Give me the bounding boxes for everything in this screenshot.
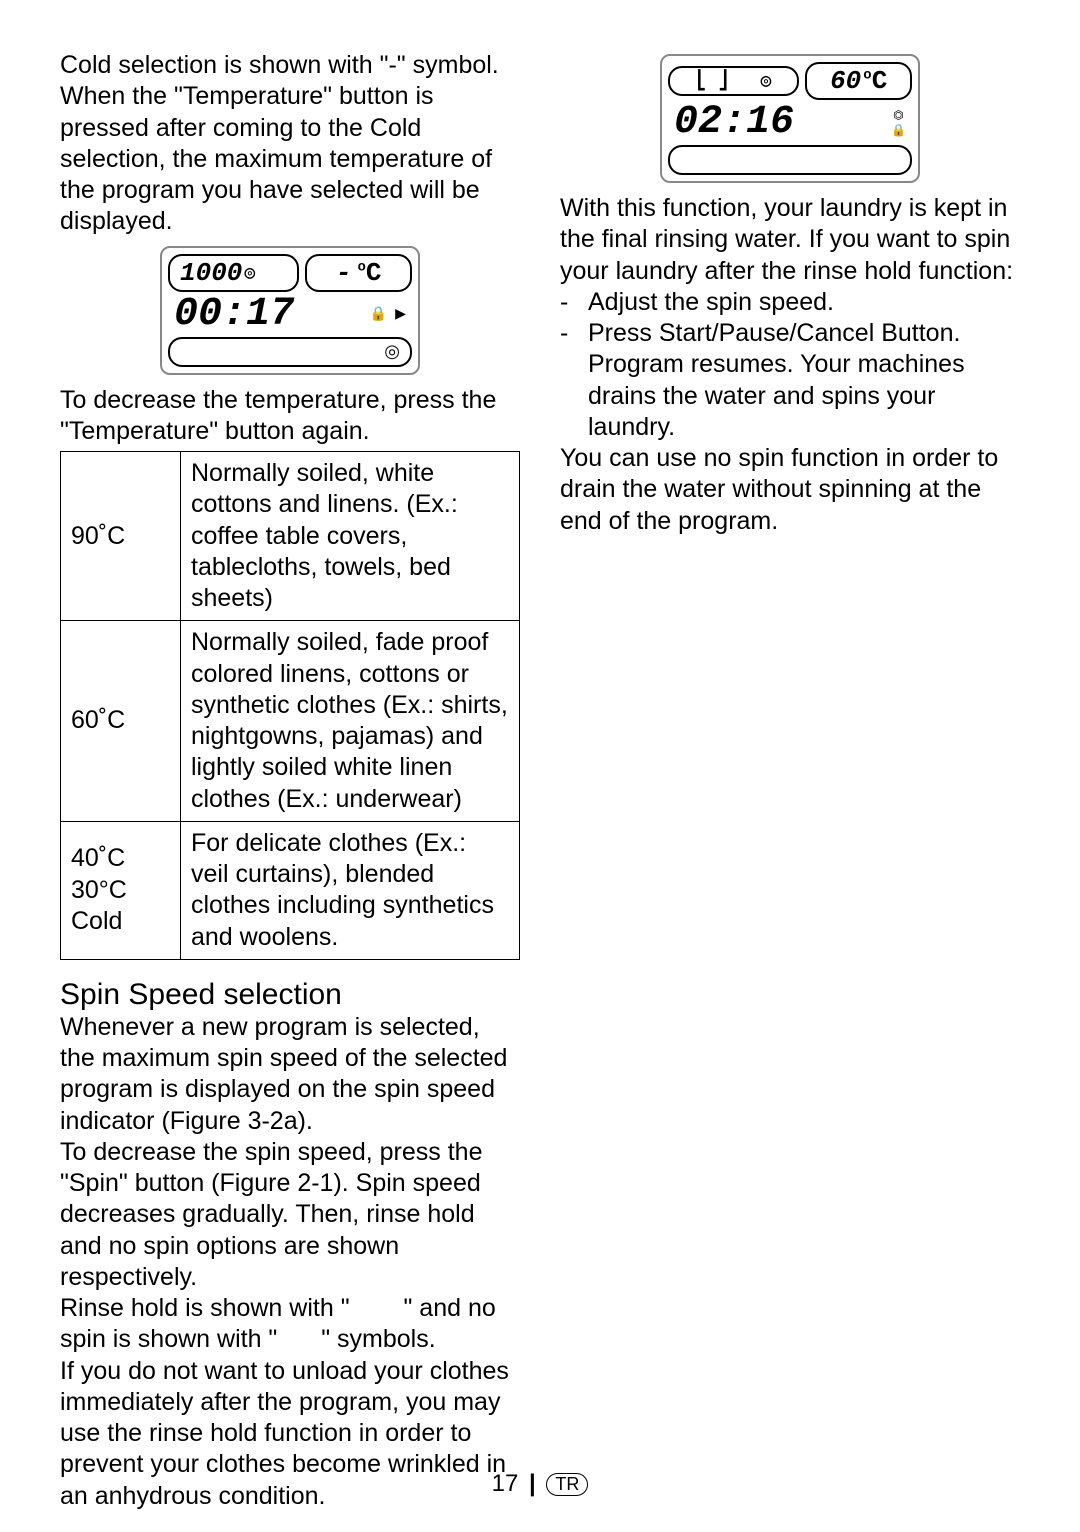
left-column: Cold selection is shown with "-" symbol.… xyxy=(60,50,520,1512)
rinse-function-paragraph: With this function, your laundry is kept… xyxy=(560,193,1020,287)
temp-value: 60 xyxy=(830,66,861,96)
rinse-spin-pill: ⎣ ⎦ ◎ xyxy=(668,66,799,96)
temp-dash: - xyxy=(336,258,352,288)
decrease-temp-paragraph: To decrease the temperature, press the "… xyxy=(60,385,520,448)
temp-cell: 90˚C xyxy=(61,452,181,621)
door-icon: ⏣ xyxy=(893,108,903,123)
list-item: -Press Start/Pause/Cancel Button. Progra… xyxy=(560,318,1020,443)
time-value: 02:16 xyxy=(674,100,794,145)
page-footer: 17 | TR xyxy=(0,1470,1080,1498)
temperature-table: 90˚C Normally soiled, white cottons and … xyxy=(60,451,520,960)
spin-target-icon: ◎ xyxy=(244,262,255,284)
status-icons: ⏣ 🔒 xyxy=(891,108,906,138)
cold-selection-paragraph: Cold selection is shown with "-" symbol.… xyxy=(60,50,520,238)
lock-icon: 🔒 xyxy=(891,123,906,138)
spin-p2: To decrease the spin speed, press the "S… xyxy=(60,1137,520,1293)
temp-pill: 60 oC xyxy=(805,62,912,100)
table-row: 40˚C 30°C Cold For delicate clothes (Ex.… xyxy=(61,821,520,959)
temp-cell: 40˚C 30°C Cold xyxy=(61,821,181,959)
time-row: 02:16 ⏣ 🔒 xyxy=(668,100,912,145)
temp-pill: - oC xyxy=(305,254,412,292)
display-panel-1: 1000 ◎ - oC 00:17 🔒 ▶ ◎ xyxy=(160,246,420,375)
spin-symbols-paragraph: Rinse hold is shown with " " and no spin… xyxy=(60,1293,520,1356)
temp-unit: oC xyxy=(863,66,887,96)
play-icon: ▶ xyxy=(395,303,406,325)
desc-cell: Normally soiled, white cottons and linen… xyxy=(181,452,520,621)
spin-pill: 1000 ◎ xyxy=(168,254,299,292)
time-value: 00:17 xyxy=(174,292,294,337)
temp-unit: oC xyxy=(357,258,381,288)
temp-cell: 60˚C xyxy=(61,621,181,822)
bottom-pill xyxy=(668,145,912,175)
bottom-pill: ◎ xyxy=(168,337,412,367)
region-badge: TR xyxy=(546,1473,588,1496)
time-row: 00:17 🔒 ▶ xyxy=(168,292,412,337)
spin-p1: Whenever a new program is selected, the … xyxy=(60,1012,520,1137)
footer-separator: | xyxy=(529,1470,536,1497)
table-row: 60˚C Normally soiled, fade proof colored… xyxy=(61,621,520,822)
display-panel-2: ⎣ ⎦ ◎ 60 oC 02:16 ⏣ 🔒 xyxy=(660,54,920,183)
spin-speed-heading: Spin Speed selection xyxy=(60,978,520,1012)
spin-value: 1000 xyxy=(180,258,242,288)
right-column: ⎣ ⎦ ◎ 60 oC 02:16 ⏣ 🔒 With this fu xyxy=(560,50,1020,1512)
spin-target-icon: ◎ xyxy=(761,70,772,92)
desc-cell: Normally soiled, fade proof colored line… xyxy=(181,621,520,822)
table-row: 90˚C Normally soiled, white cottons and … xyxy=(61,452,520,621)
instruction-list: -Adjust the spin speed. -Press Start/Pau… xyxy=(560,287,1020,443)
lock-icon: 🔒 xyxy=(370,306,387,323)
page-number: 17 xyxy=(492,1470,519,1497)
bottom-target-icon: ◎ xyxy=(384,341,400,362)
list-item: -Adjust the spin speed. xyxy=(560,287,1020,318)
rinse-hold-icon: ⎣ ⎦ xyxy=(696,70,728,92)
no-spin-paragraph: You can use no spin function in order to… xyxy=(560,443,1020,537)
desc-cell: For delicate clothes (Ex.: veil curtains… xyxy=(181,821,520,959)
